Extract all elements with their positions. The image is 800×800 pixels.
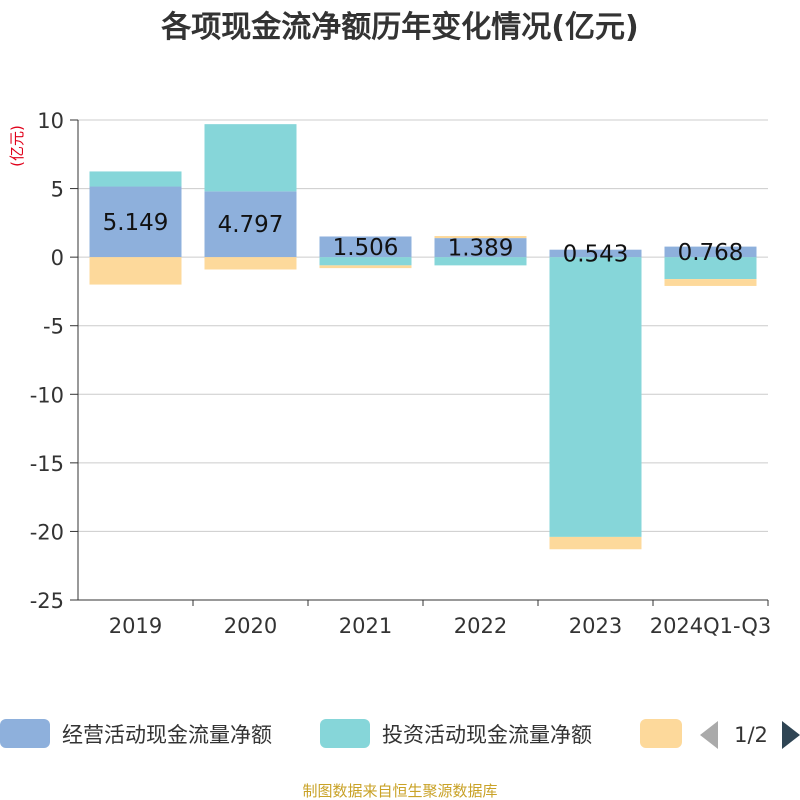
y-tick-label: 5 (51, 178, 64, 202)
legend-next-icon[interactable] (782, 721, 800, 749)
legend-page-indicator: 1/2 (734, 723, 768, 747)
bar-segment[interactable] (549, 536, 642, 550)
data-label: 5.149 (103, 210, 169, 236)
y-tick-label: 0 (51, 246, 64, 270)
bar-segment[interactable] (434, 257, 527, 266)
data-label: 0.768 (678, 240, 744, 266)
bar-segment[interactable] (434, 238, 527, 258)
data-label: 1.506 (333, 235, 399, 261)
y-tick-label: -20 (30, 520, 64, 544)
data-source-note: 制图数据来自恒生聚源数据库 (302, 782, 497, 800)
legend-label-operating[interactable]: 经营活动现金流量净额 (62, 723, 272, 747)
bar-segment[interactable] (204, 257, 297, 270)
bar-segment[interactable] (434, 236, 527, 239)
y-tick-label: -25 (30, 589, 64, 613)
bars (89, 124, 757, 550)
bar-segment[interactable] (319, 236, 412, 258)
x-tick-label: 2024Q1-Q3 (650, 614, 772, 638)
x-tick-label: 2022 (454, 614, 507, 638)
bar-segment[interactable] (89, 171, 182, 187)
bar-segment[interactable] (664, 246, 757, 258)
legend: 经营活动现金流量净额 投资活动现金流量净额 1/2 (0, 719, 800, 749)
x-tick-label: 2019 (109, 614, 162, 638)
data-label: 0.543 (563, 241, 629, 267)
y-tick-label: 10 (37, 109, 64, 133)
legend-swatch-investing[interactable] (320, 719, 370, 748)
legend-swatch-financing[interactable] (640, 719, 682, 748)
legend-swatch-operating[interactable] (0, 719, 50, 748)
y-tick-label: -10 (30, 383, 64, 407)
bar-segment[interactable] (204, 191, 297, 258)
legend-label-investing[interactable]: 投资活动现金流量净额 (382, 723, 592, 747)
data-labels: 5.149 4.797 1.506 1.389 0.543 0.768 (103, 210, 744, 268)
y-tick-label: -5 (43, 315, 64, 339)
bar-segment[interactable] (319, 265, 412, 269)
bar-segment[interactable] (664, 279, 757, 286)
data-label: 1.389 (448, 236, 514, 262)
x-tick-label: 2023 (569, 614, 622, 638)
y-tick-label: -15 (30, 452, 64, 476)
bar-segment[interactable] (549, 249, 642, 258)
y-axis-unit: (亿元) (8, 125, 26, 167)
legend-prev-icon[interactable] (700, 721, 718, 749)
data-label: 4.797 (218, 212, 284, 238)
bar-segment[interactable] (204, 124, 297, 192)
bar-segment[interactable] (319, 257, 412, 266)
grid-lines (78, 119, 768, 601)
bar-segment[interactable] (549, 257, 642, 537)
axes: 10 5 0 -5 -10 -15 -20 -25 2019 2020 2021 2022 2023 20… (30, 109, 772, 638)
bar-segment[interactable] (89, 257, 182, 285)
chart-title: 各项现金流净额历年变化情况(亿元) (160, 10, 638, 45)
bar-segment[interactable] (664, 257, 757, 280)
bar-segment[interactable] (89, 186, 182, 258)
x-tick-label: 2021 (339, 614, 392, 638)
x-tick-label: 2020 (224, 614, 277, 638)
